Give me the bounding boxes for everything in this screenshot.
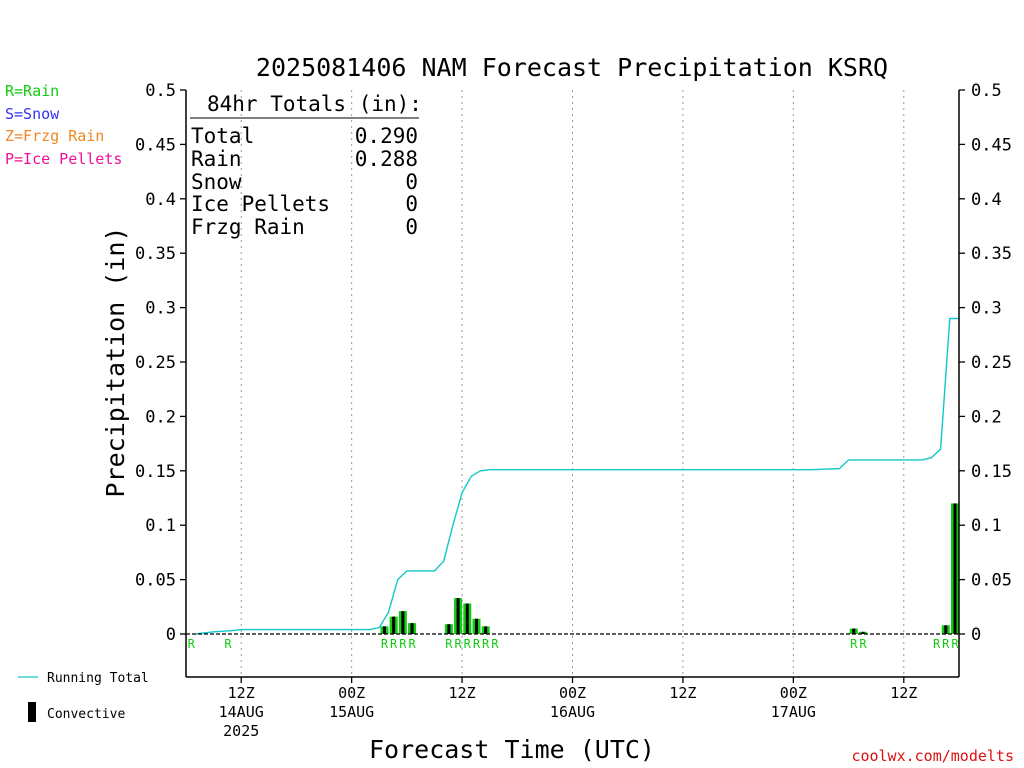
totals-value-total: 0.290 bbox=[355, 124, 418, 148]
convective-bar bbox=[484, 626, 488, 634]
totals-label-total: Total bbox=[191, 124, 254, 148]
ptype-marker: R bbox=[951, 637, 959, 651]
totals-label-ice-pellets: Ice Pellets bbox=[191, 192, 330, 216]
y-tick-label-right: 0.1 bbox=[971, 516, 1002, 536]
precip-bars bbox=[380, 503, 959, 634]
y-tick-label-right: 0 bbox=[971, 625, 981, 645]
running-total-line bbox=[195, 317, 959, 635]
ptype-marker: R bbox=[445, 637, 453, 651]
y-tick-label-left: 0.3 bbox=[145, 299, 176, 319]
y-tick-label-left: 0 bbox=[166, 625, 176, 645]
y-tick-label-right: 0.4 bbox=[971, 190, 1002, 210]
ptype-marker: R bbox=[473, 637, 481, 651]
y-axis-label: Precipitation (in) bbox=[101, 227, 130, 498]
x-axis-label: Forecast Time (UTC) bbox=[369, 735, 655, 764]
ptype-marker: R bbox=[188, 637, 196, 651]
y-tick-label-right: 0.3 bbox=[971, 299, 1002, 319]
totals-box: 84hr Totals (in): Total 0.290 Rain 0.288… bbox=[190, 92, 422, 239]
series-legend: Running Total Convective bbox=[18, 671, 149, 722]
totals-heading: 84hr Totals (in): bbox=[207, 92, 422, 116]
ptype-marker: R bbox=[491, 637, 499, 651]
y-tick-label-right: 0.35 bbox=[971, 244, 1012, 264]
y-tick-label-right: 0.2 bbox=[971, 407, 1002, 427]
x-tick-label: 15AUG bbox=[329, 703, 374, 721]
ptype-marker: R bbox=[454, 637, 462, 651]
site-credit: coolwx.com/modelts bbox=[851, 747, 1014, 765]
x-tick-label: 00Z bbox=[780, 684, 807, 702]
x-tick-label: 14AUG bbox=[219, 703, 264, 721]
y-tick-label-right: 0.25 bbox=[971, 353, 1012, 373]
convective-bar bbox=[465, 603, 469, 634]
convective-bar bbox=[382, 626, 386, 634]
y-tick-label-right: 0.05 bbox=[971, 571, 1012, 591]
ptype-marker: R bbox=[850, 637, 858, 651]
y-tick-label-left: 0.05 bbox=[135, 571, 176, 591]
convective-bar bbox=[953, 503, 957, 634]
totals-label-snow: Snow bbox=[191, 170, 242, 194]
convective-bar bbox=[861, 631, 865, 634]
x-tick-label: 16AUG bbox=[550, 703, 595, 721]
y-tick-label-right: 0.45 bbox=[971, 135, 1012, 155]
ptype-marker: R bbox=[933, 637, 941, 651]
ptype-marker: R bbox=[859, 637, 867, 651]
convective-swatch bbox=[28, 702, 36, 722]
y-tick-label-left: 0.4 bbox=[145, 190, 176, 210]
x-tick-label: 2025 bbox=[223, 722, 259, 740]
y-tick-labels: 0 00.05 0.050.1 0.10.15 0.150.2 0.20.25 0.250.… bbox=[135, 81, 1012, 645]
convective-bar bbox=[852, 628, 856, 634]
x-tick-label: 12Z bbox=[890, 684, 917, 702]
ptype-marker: R bbox=[224, 637, 232, 651]
ptype-marker: R bbox=[942, 637, 950, 651]
legend-frzg-rain: Z=Frzg Rain bbox=[5, 127, 104, 145]
totals-value-snow: 0 bbox=[405, 170, 418, 194]
y-tick-label-left: 0.1 bbox=[145, 516, 176, 536]
convective-bar bbox=[447, 624, 451, 634]
y-tick-label-left: 0.35 bbox=[135, 244, 176, 264]
y-tick-label-left: 0.15 bbox=[135, 462, 176, 482]
legend-convective: Convective bbox=[47, 707, 125, 722]
y-tick-label-left: 0.2 bbox=[145, 407, 176, 427]
x-tick-label: 12Z bbox=[228, 684, 255, 702]
x-tick-label: 17AUG bbox=[771, 703, 816, 721]
convective-bar bbox=[410, 623, 414, 634]
convective-bar bbox=[474, 618, 478, 634]
x-tick-label: 12Z bbox=[669, 684, 696, 702]
ptype-marker: R bbox=[482, 637, 490, 651]
vertical-gridlines bbox=[240, 90, 905, 677]
x-tick-label: 00Z bbox=[559, 684, 586, 702]
chart-title: 2025081406 NAM Forecast Precipitation KS… bbox=[256, 53, 888, 82]
totals-value-frzg-rain: 0 bbox=[405, 215, 418, 239]
running-total-series bbox=[195, 317, 959, 635]
legend-ice-pellets: P=Ice Pellets bbox=[5, 150, 122, 168]
totals-value-ice-pellets: 0 bbox=[405, 192, 418, 216]
y-tick-label-right: 0.5 bbox=[971, 81, 1002, 101]
y-tick-label-left: 0.45 bbox=[135, 135, 176, 155]
ptype-legend: R=Rain S=Snow Z=Frzg Rain P=Ice Pellets bbox=[5, 82, 122, 168]
y-tick-label-left: 0.5 bbox=[145, 81, 176, 101]
convective-bar bbox=[456, 598, 460, 634]
x-tick-label: 00Z bbox=[338, 684, 365, 702]
totals-value-rain: 0.288 bbox=[355, 147, 418, 171]
totals-label-rain: Rain bbox=[191, 147, 242, 171]
legend-snow: S=Snow bbox=[5, 105, 60, 123]
convective-bar bbox=[392, 616, 396, 634]
x-tick-label: 12Z bbox=[449, 684, 476, 702]
ptype-marker: R bbox=[399, 637, 407, 651]
y-tick-label-left: 0.25 bbox=[135, 353, 176, 373]
ptype-marker: R bbox=[408, 637, 416, 651]
legend-rain: R=Rain bbox=[5, 82, 59, 100]
ptype-marker: R bbox=[381, 637, 389, 651]
ptype-marker: R bbox=[464, 637, 472, 651]
convective-bar bbox=[401, 611, 405, 634]
y-tick-label-right: 0.15 bbox=[971, 462, 1012, 482]
legend-running-total: Running Total bbox=[47, 671, 149, 686]
ptype-marker: R bbox=[390, 637, 398, 651]
totals-label-frzg-rain: Frzg Rain bbox=[191, 215, 305, 239]
convective-bar bbox=[944, 625, 948, 634]
